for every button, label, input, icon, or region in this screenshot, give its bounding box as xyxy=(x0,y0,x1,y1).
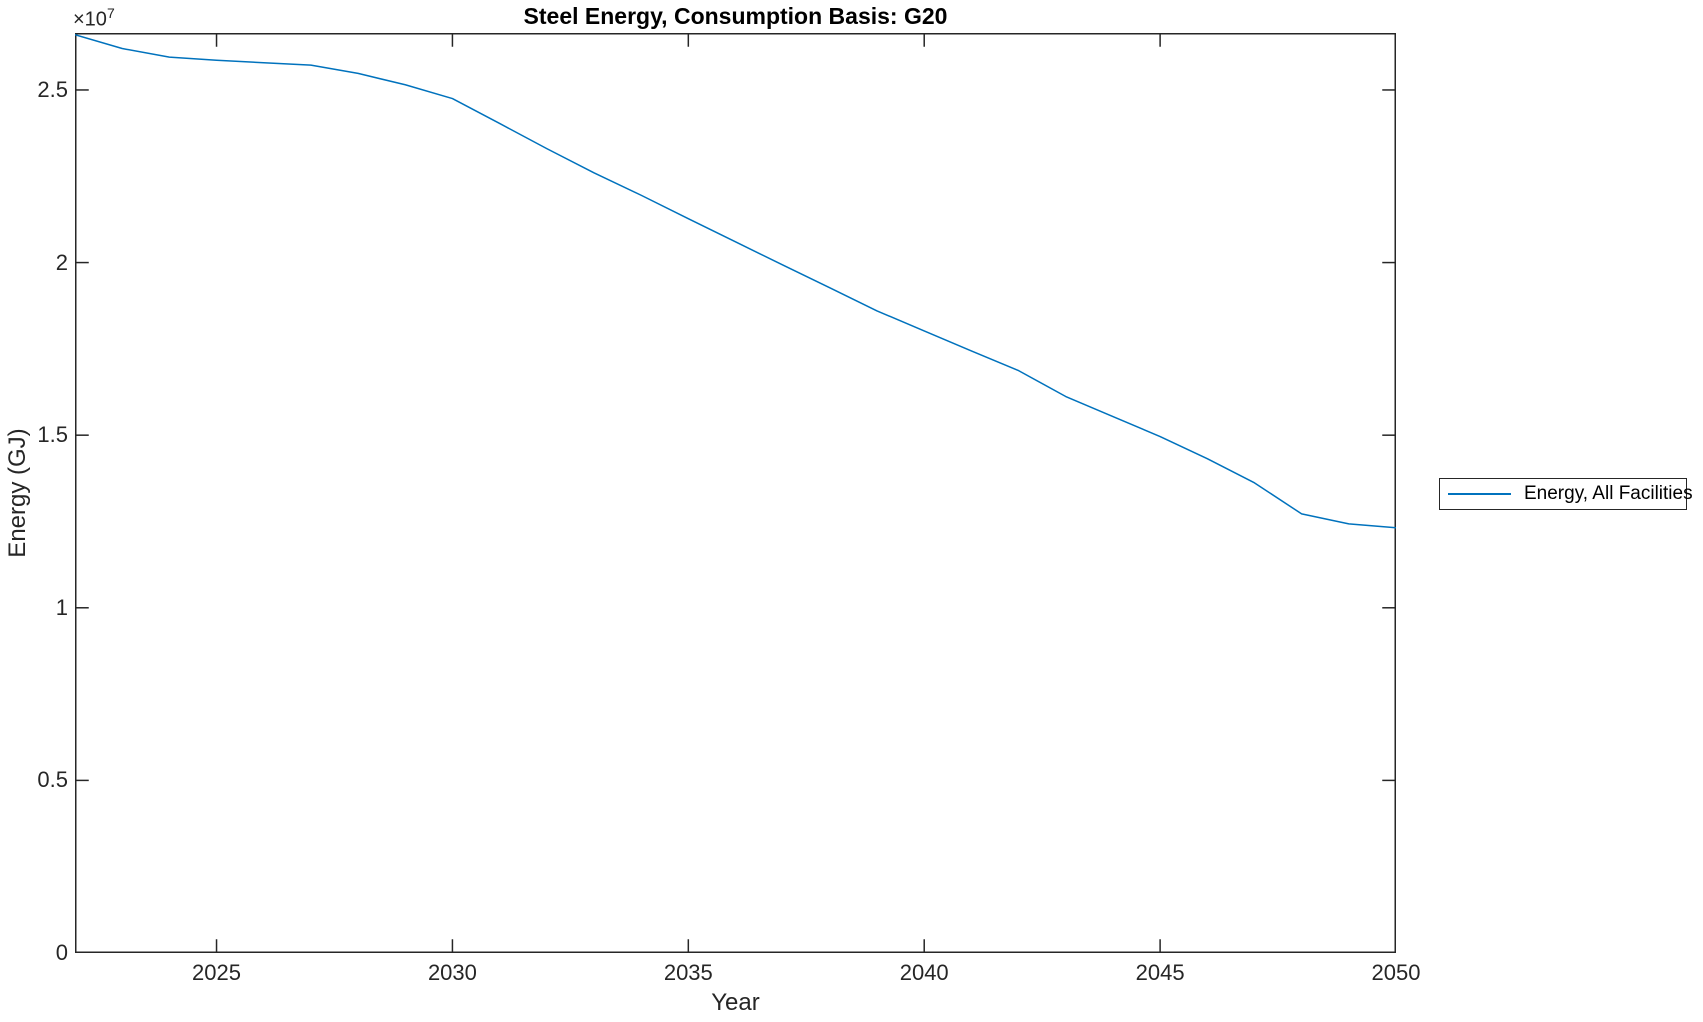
y-tick-label: 0 xyxy=(55,940,68,965)
x-tick-label: 2045 xyxy=(1135,960,1185,985)
y-tick-label: 0.5 xyxy=(37,767,68,793)
x-tick-label: 2030 xyxy=(427,960,477,985)
y-axis-multiplier: ×107 xyxy=(73,5,115,32)
y-axis-multiplier-base: ×10 xyxy=(73,8,107,31)
y-tick-label: 1 xyxy=(55,594,68,620)
y-tick-label: 2.5 xyxy=(37,76,68,102)
y-axis-multiplier-exponent: 7 xyxy=(106,5,115,21)
data-line-energy-all-facilities xyxy=(75,33,1396,529)
legend-line-sample xyxy=(1448,493,1511,495)
plot-area xyxy=(75,33,1396,953)
x-tick-label: 2040 xyxy=(899,960,949,985)
x-tick-label: 2035 xyxy=(663,960,713,985)
chart-title: Steel Energy, Consumption Basis: G20 xyxy=(523,3,948,29)
y-axis-label: Energy (GJ) xyxy=(4,428,31,558)
x-axis-label: Year xyxy=(711,989,760,1016)
legend: Energy, All Facilities xyxy=(1439,478,1693,510)
x-tick-label: 2050 xyxy=(1371,960,1421,985)
y-tick-label: 2 xyxy=(55,249,68,275)
y-tick-label: 1.5 xyxy=(37,422,68,448)
legend-entry-label: Energy, All Facilities xyxy=(1524,483,1693,504)
axes-box xyxy=(75,33,1396,953)
x-tick-label: 2025 xyxy=(192,960,241,985)
